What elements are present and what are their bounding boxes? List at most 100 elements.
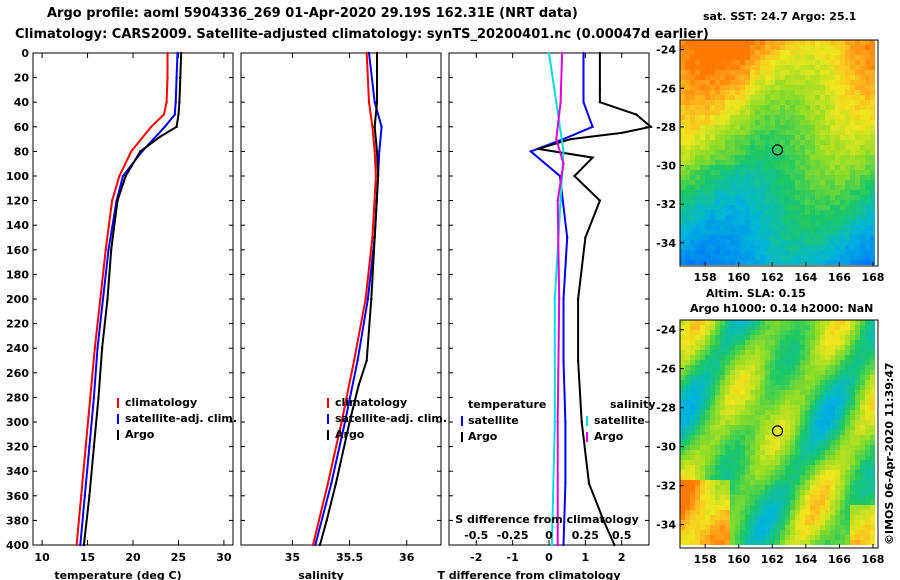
map-cell: [800, 230, 805, 235]
map-cell: [800, 195, 805, 200]
map-cell: [860, 90, 865, 95]
map-cell: [710, 395, 715, 400]
map-cell: [735, 480, 740, 485]
legend-salinity-title: salinity: [610, 398, 656, 411]
map-cell: [700, 55, 705, 60]
map-cell: [815, 490, 820, 495]
map-cell: [800, 495, 805, 500]
map-cell: [795, 475, 800, 480]
map-cell: [850, 445, 855, 450]
map-cell: [770, 45, 775, 50]
map-cell: [715, 75, 720, 80]
map-cell: [685, 40, 690, 45]
map-cell: [710, 390, 715, 395]
salinity-point: [348, 420, 351, 424]
map-cell: [835, 455, 840, 460]
map-cell: [780, 380, 785, 385]
temperature-point: [118, 174, 121, 178]
map-cell: [705, 390, 710, 395]
map-cell: [745, 70, 750, 75]
map-cell: [695, 155, 700, 160]
map-cell: [860, 490, 865, 495]
map-cell: [785, 510, 790, 515]
map-cell: [695, 160, 700, 165]
map-cell: [795, 395, 800, 400]
map-cell: [815, 55, 820, 60]
map-cell: [725, 345, 730, 350]
map-cell: [715, 50, 720, 55]
map-cell: [865, 140, 870, 145]
map-cell: [755, 90, 760, 95]
map-cell: [705, 455, 710, 460]
map-cell: [680, 535, 685, 540]
map-cell: [760, 175, 765, 180]
map-cell: [840, 45, 845, 50]
map-cell: [725, 50, 730, 55]
map-cell: [720, 65, 725, 70]
map-cell: [830, 125, 835, 130]
map-cell: [680, 205, 685, 210]
map-cell: [855, 525, 860, 530]
map-cell: [815, 430, 820, 435]
map-cell: [840, 425, 845, 430]
map-cell: [765, 395, 770, 400]
map-cell: [780, 505, 785, 510]
map-cell: [870, 380, 875, 385]
map-cell: [770, 210, 775, 215]
map-cell: [715, 160, 720, 165]
map-cell: [835, 460, 840, 465]
map-cell: [700, 120, 705, 125]
map-cell: [730, 170, 735, 175]
temperature-point: [88, 445, 91, 448]
map-cell: [775, 390, 780, 395]
map-cell: [860, 510, 865, 515]
map-cell: [730, 355, 735, 360]
map-cell: [810, 70, 815, 75]
map-cell: [780, 500, 785, 505]
map-cell: [790, 445, 795, 450]
map-cell: [745, 200, 750, 205]
map-cell: [760, 375, 765, 380]
map-cell: [815, 205, 820, 210]
map-cell: [810, 385, 815, 390]
map-cell: [855, 455, 860, 460]
map-cell: [740, 520, 745, 525]
map-cell: [825, 435, 830, 440]
x-tick-label: 15: [80, 551, 95, 564]
map-cell: [825, 160, 830, 165]
map-cell: [735, 355, 740, 360]
map-cell: [800, 380, 805, 385]
map-cell: [710, 375, 715, 380]
map-cell: [815, 445, 820, 450]
temperature-xlabel: temperature (deg C): [54, 569, 181, 580]
map-cell: [745, 40, 750, 45]
map-cell: [790, 335, 795, 340]
map-cell: [755, 370, 760, 375]
map-cell: [755, 55, 760, 60]
map-cell: [815, 115, 820, 120]
map-cell: [695, 235, 700, 240]
salinity-point: [314, 543, 317, 547]
map-cell: [760, 150, 765, 155]
map-cell: [860, 160, 865, 165]
map-cell: [755, 230, 760, 235]
map-cell: [810, 125, 815, 130]
map-cell: [790, 85, 795, 90]
map-cell: [845, 80, 850, 85]
map-cell: [815, 415, 820, 420]
difference-point: [580, 420, 583, 424]
map-cell: [755, 405, 760, 410]
map-cell: [750, 215, 755, 220]
map-cell: [705, 385, 710, 390]
map-cell: [860, 220, 865, 225]
map-cell: [780, 190, 785, 195]
map-cell: [700, 145, 705, 150]
legend-temperature-title: temperature: [468, 398, 546, 411]
map-cell: [765, 350, 770, 355]
map-cell: [775, 475, 780, 480]
map-cell: [845, 360, 850, 365]
map-cell: [720, 440, 725, 445]
map-cell: [755, 220, 760, 225]
map-cell: [750, 140, 755, 145]
map-cell: [790, 50, 795, 55]
